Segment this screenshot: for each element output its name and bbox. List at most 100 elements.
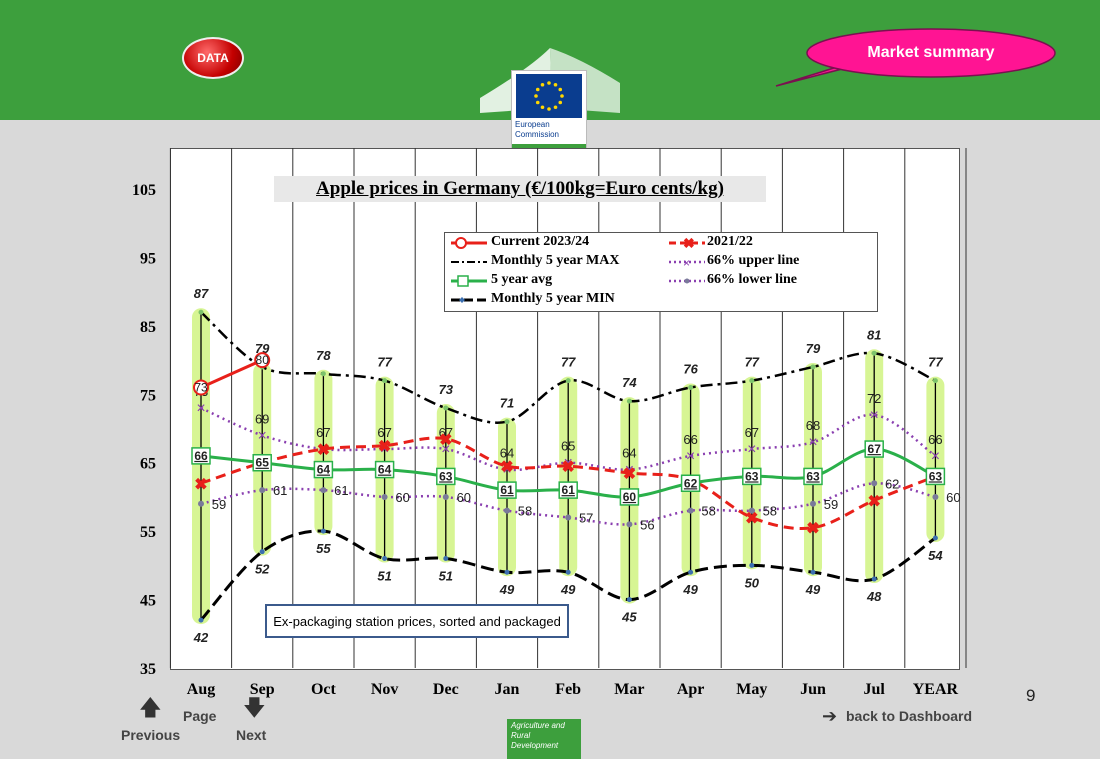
upper-point: × bbox=[441, 441, 450, 458]
x-tick-label: Sep bbox=[250, 681, 275, 698]
avg-point bbox=[742, 467, 762, 486]
min-data-label: 49 bbox=[499, 582, 515, 597]
eu-star-icon bbox=[547, 107, 551, 111]
max-point bbox=[198, 309, 204, 315]
avg-data-label: 63 bbox=[745, 469, 759, 483]
max-data-label: 87 bbox=[194, 286, 209, 301]
legend-swatch-min bbox=[451, 297, 487, 303]
prev-year-point: ✖ bbox=[623, 466, 636, 483]
lower-data-label: 57 bbox=[579, 510, 593, 525]
avg-point bbox=[803, 467, 823, 486]
chart-title: Apple prices in Germany (€/100kg=Euro ce… bbox=[274, 176, 766, 202]
avg-data-label: 64 bbox=[378, 463, 392, 477]
upper-point: × bbox=[808, 434, 817, 451]
prev-year-point: ✖ bbox=[806, 521, 819, 538]
prev-year-point: ✖ bbox=[439, 432, 452, 449]
upper-point: × bbox=[686, 448, 695, 465]
min-point bbox=[810, 569, 816, 575]
x-tick-label: Mar bbox=[614, 681, 644, 698]
upper-data-label: 67 bbox=[316, 425, 330, 440]
x-tick-label: May bbox=[736, 681, 767, 698]
legend-label-max: Monthly 5 year MAX bbox=[491, 253, 620, 268]
max-data-label: 77 bbox=[928, 355, 943, 370]
prev-year-point: ✖ bbox=[745, 510, 758, 527]
lower-data-label: 60 bbox=[395, 490, 409, 505]
min-data-label: 55 bbox=[316, 541, 331, 556]
min-point bbox=[443, 556, 449, 562]
avg-data-label: 63 bbox=[439, 469, 453, 483]
dashboard-arrow-icon[interactable]: ➔ bbox=[822, 706, 838, 726]
upper-data-label: 66 bbox=[928, 432, 942, 447]
lower-data-label: 60 bbox=[457, 490, 471, 505]
data-button[interactable]: DATA bbox=[182, 37, 244, 79]
market-summary-button[interactable]: Market summary bbox=[867, 44, 995, 61]
lower-point bbox=[810, 500, 816, 507]
x-tick-label: Apr bbox=[677, 681, 705, 698]
min-data-label: 49 bbox=[560, 582, 576, 597]
max-point bbox=[320, 371, 326, 377]
previous-link[interactable]: Previous bbox=[121, 727, 181, 743]
upper-data-label: 67 bbox=[377, 425, 391, 440]
back-to-dashboard-link[interactable]: back to Dashboard bbox=[846, 708, 973, 724]
legend-swatch-current bbox=[451, 237, 487, 249]
avg-data-label: 63 bbox=[929, 469, 943, 483]
upper-data-label: 64 bbox=[500, 446, 514, 461]
agri-logo: Agriculture and Rural Development bbox=[507, 719, 581, 759]
max-data-label: 77 bbox=[745, 355, 760, 370]
y-tick-label: 85 bbox=[140, 319, 156, 336]
min-point bbox=[504, 569, 510, 575]
avg-point bbox=[191, 447, 211, 465]
legend-label-avg: 5 year avg bbox=[491, 272, 553, 287]
legend-label-2021: 2021/22 bbox=[707, 234, 753, 249]
max-data-label: 77 bbox=[377, 355, 392, 370]
lower-point bbox=[504, 507, 510, 514]
chart-legend: Current 2023/24 ✖ 2021/22 Monthly 5 year… bbox=[444, 232, 878, 312]
eu-star-icon bbox=[553, 82, 558, 87]
avg-data-label: 61 bbox=[562, 483, 576, 497]
lower-point bbox=[259, 487, 266, 494]
lower-point bbox=[871, 480, 878, 487]
upper-point: × bbox=[931, 448, 940, 465]
max-point bbox=[504, 419, 510, 425]
legend-label-lower: 66% lower line bbox=[707, 272, 797, 287]
max-point bbox=[443, 405, 449, 411]
lower-point bbox=[748, 507, 755, 514]
previous-arrow-icon[interactable]: 🡅 bbox=[139, 695, 162, 720]
min-data-label: 42 bbox=[193, 630, 209, 645]
prev-year-point: ✖ bbox=[194, 476, 207, 493]
eu-star-icon bbox=[535, 87, 540, 92]
y-tick-label: 105 bbox=[132, 182, 156, 199]
eu-star-icon bbox=[558, 100, 563, 105]
avg-data-label: 66 bbox=[194, 449, 208, 463]
upper-point: × bbox=[502, 462, 511, 479]
x-tick-label: Jan bbox=[495, 681, 520, 698]
legend-label-current: Current 2023/24 bbox=[491, 234, 590, 249]
max-point bbox=[932, 378, 938, 384]
lower-point bbox=[198, 500, 204, 507]
max-data-label: 71 bbox=[500, 396, 514, 411]
page-number: 9 bbox=[1026, 686, 1036, 705]
current-data-label: 80 bbox=[256, 353, 270, 367]
next-link[interactable]: Next bbox=[236, 727, 267, 743]
y-tick-label: 55 bbox=[140, 524, 156, 541]
next-arrow-icon[interactable]: 🡇 bbox=[243, 695, 266, 720]
avg-data-label: 64 bbox=[317, 463, 331, 477]
current-point bbox=[193, 379, 209, 396]
eu-star-icon bbox=[560, 94, 564, 98]
lower-point bbox=[932, 493, 939, 500]
min-point bbox=[688, 569, 694, 575]
max-data-label: 77 bbox=[561, 355, 576, 370]
upper-data-label: 69 bbox=[255, 411, 269, 426]
svg-text:×: × bbox=[683, 256, 690, 269]
lower-data-label: 58 bbox=[701, 504, 715, 519]
prev-year-point: ✖ bbox=[378, 439, 391, 456]
eu-star-icon bbox=[540, 82, 545, 87]
max-data-label: 79 bbox=[255, 341, 270, 356]
avg-point bbox=[436, 467, 456, 486]
lower-point bbox=[626, 521, 633, 528]
min-point bbox=[749, 562, 755, 568]
ec-logo-bar bbox=[512, 144, 586, 149]
x-tick-label: Jul bbox=[864, 681, 886, 698]
legend-swatch-avg bbox=[451, 275, 487, 287]
avg-point bbox=[374, 460, 395, 479]
